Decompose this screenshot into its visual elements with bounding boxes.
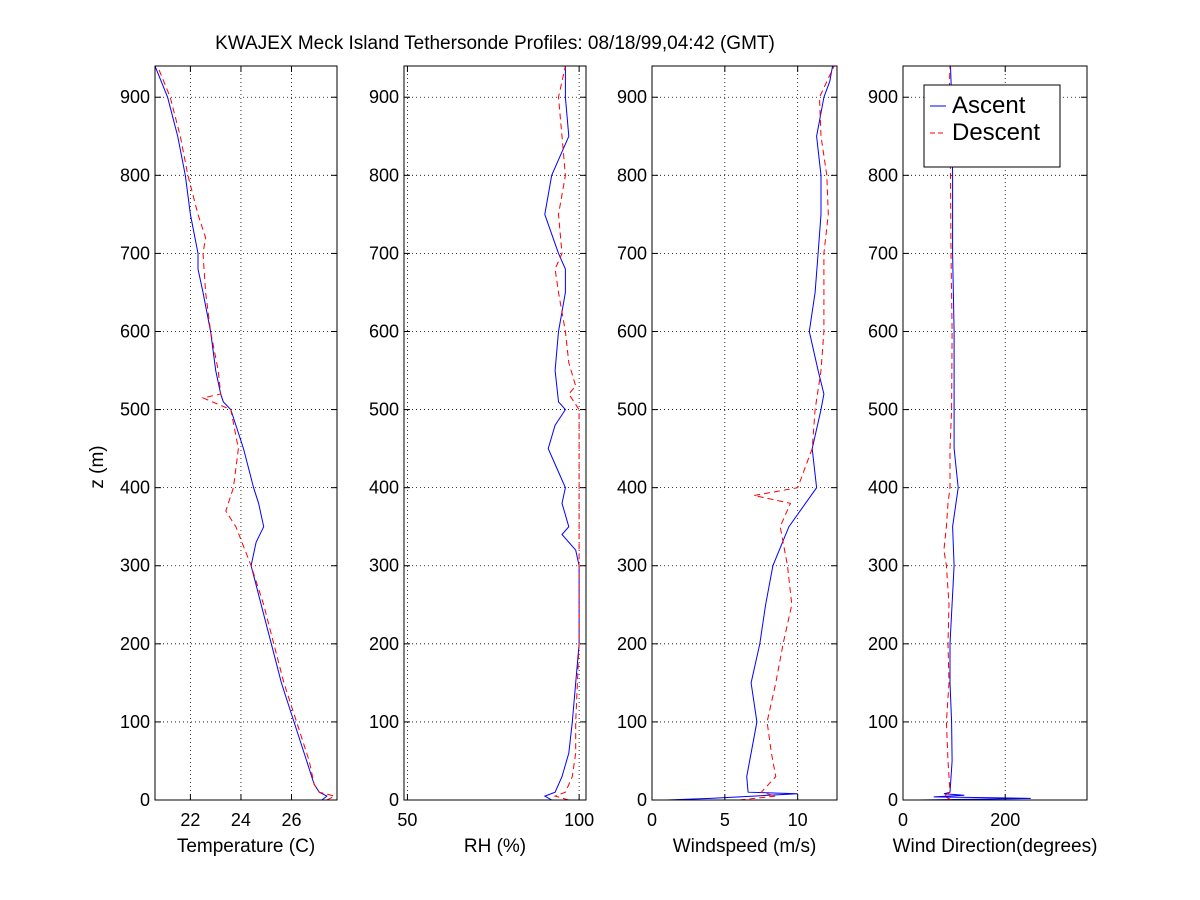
series-group xyxy=(918,66,1031,800)
x-tick-label: 50 xyxy=(397,810,417,830)
y-tick-label: 800 xyxy=(120,165,150,185)
y-tick-label: 200 xyxy=(868,634,898,654)
panel-4: 0 100 200 300 400 500 600 700 800 900 0 200 Wind Dir… xyxy=(868,65,1098,857)
x-tick-label: 22 xyxy=(180,810,200,830)
descent-line xyxy=(157,66,336,800)
y-tick-label: 500 xyxy=(120,400,150,420)
series-group xyxy=(155,66,336,800)
chart-title: KWAJEX Meck Island Tethersonde Profiles:… xyxy=(215,33,775,54)
y-tick-label: 200 xyxy=(369,634,399,654)
y-tick-label: 500 xyxy=(617,400,647,420)
y-tick-label: 800 xyxy=(617,165,647,185)
panel-3: 0 100 200 300 400 500 600 700 800 900 0 5 10 Windspee… xyxy=(617,65,838,857)
ascent-line xyxy=(666,66,834,800)
y-tick-label: 200 xyxy=(617,634,647,654)
y-tick-label: 300 xyxy=(617,556,647,576)
x-tick-label: 0 xyxy=(898,810,908,830)
descent-line xyxy=(553,66,580,800)
panel-frame xyxy=(403,65,587,801)
y-tick-label: 400 xyxy=(369,478,399,498)
x-tick-label: 10 xyxy=(788,810,808,830)
series-group xyxy=(666,66,835,800)
x-tick-label: 0 xyxy=(647,810,657,830)
panel-2: 0 100 200 300 400 500 600 700 800 900 50 100 RH (%) xyxy=(369,65,594,857)
y-tick-label: 300 xyxy=(868,556,898,576)
y-tick-label: 100 xyxy=(369,712,399,732)
y-tick-label: 500 xyxy=(369,400,399,420)
ascent-line xyxy=(543,66,580,800)
x-axis-label: RH (%) xyxy=(464,836,526,857)
panel-frame xyxy=(902,65,1088,801)
y-tick-label: 300 xyxy=(120,556,150,576)
panel-frame xyxy=(154,65,338,801)
x-axis-label: Temperature (C) xyxy=(177,836,315,857)
x-tick-label: 26 xyxy=(281,810,301,830)
y-tick-label: 600 xyxy=(120,321,150,341)
y-axis-label: z (m) xyxy=(87,445,108,488)
descent-line xyxy=(739,66,835,800)
y-tick-label: 700 xyxy=(617,243,647,263)
panel-1: 0 100 200 300 400 500 600 700 800 900 22 24 26 Temper… xyxy=(120,65,338,857)
y-tick-label: 900 xyxy=(120,87,150,107)
y-tick-label: 700 xyxy=(868,243,898,263)
series-group xyxy=(543,66,580,800)
y-tick-label: 100 xyxy=(868,712,898,732)
x-tick-label: 24 xyxy=(231,810,251,830)
y-tick-label: 100 xyxy=(617,712,647,732)
y-tick-label: 700 xyxy=(369,243,399,263)
y-tick-label: 900 xyxy=(369,87,399,107)
y-tick-label: 900 xyxy=(617,87,647,107)
descent-line xyxy=(942,66,953,800)
y-tick-label: 400 xyxy=(120,478,150,498)
y-tick-label: 100 xyxy=(120,712,150,732)
y-tick-label: 600 xyxy=(617,321,647,341)
legend-descent-label: Descent xyxy=(952,119,1040,146)
y-tick-label: 0 xyxy=(637,790,647,810)
y-tick-label: 800 xyxy=(868,165,898,185)
y-tick-label: 400 xyxy=(617,478,647,498)
ascent-line xyxy=(918,66,1031,800)
y-tick-label: 500 xyxy=(868,400,898,420)
legend-box xyxy=(923,84,1061,168)
y-tick-label: 300 xyxy=(369,556,399,576)
x-tick-label: 100 xyxy=(564,810,594,830)
ascent-line xyxy=(155,66,328,800)
y-tick-label: 700 xyxy=(120,243,150,263)
legend-ascent-label: Ascent xyxy=(952,92,1026,119)
x-axis-label: Wind Direction(degrees) xyxy=(893,836,1098,857)
x-tick-label: 200 xyxy=(990,810,1020,830)
y-tick-label: 600 xyxy=(868,321,898,341)
y-tick-label: 0 xyxy=(389,790,399,810)
y-tick-label: 600 xyxy=(369,321,399,341)
y-tick-label: 200 xyxy=(120,634,150,654)
x-tick-label: 5 xyxy=(720,810,730,830)
x-axis-label: Windspeed (m/s) xyxy=(673,836,817,857)
y-tick-label: 0 xyxy=(140,790,150,810)
y-tick-label: 0 xyxy=(888,790,898,810)
y-tick-label: 800 xyxy=(369,165,399,185)
panel-frame xyxy=(651,65,838,801)
y-tick-label: 400 xyxy=(868,478,898,498)
y-tick-label: 900 xyxy=(868,87,898,107)
